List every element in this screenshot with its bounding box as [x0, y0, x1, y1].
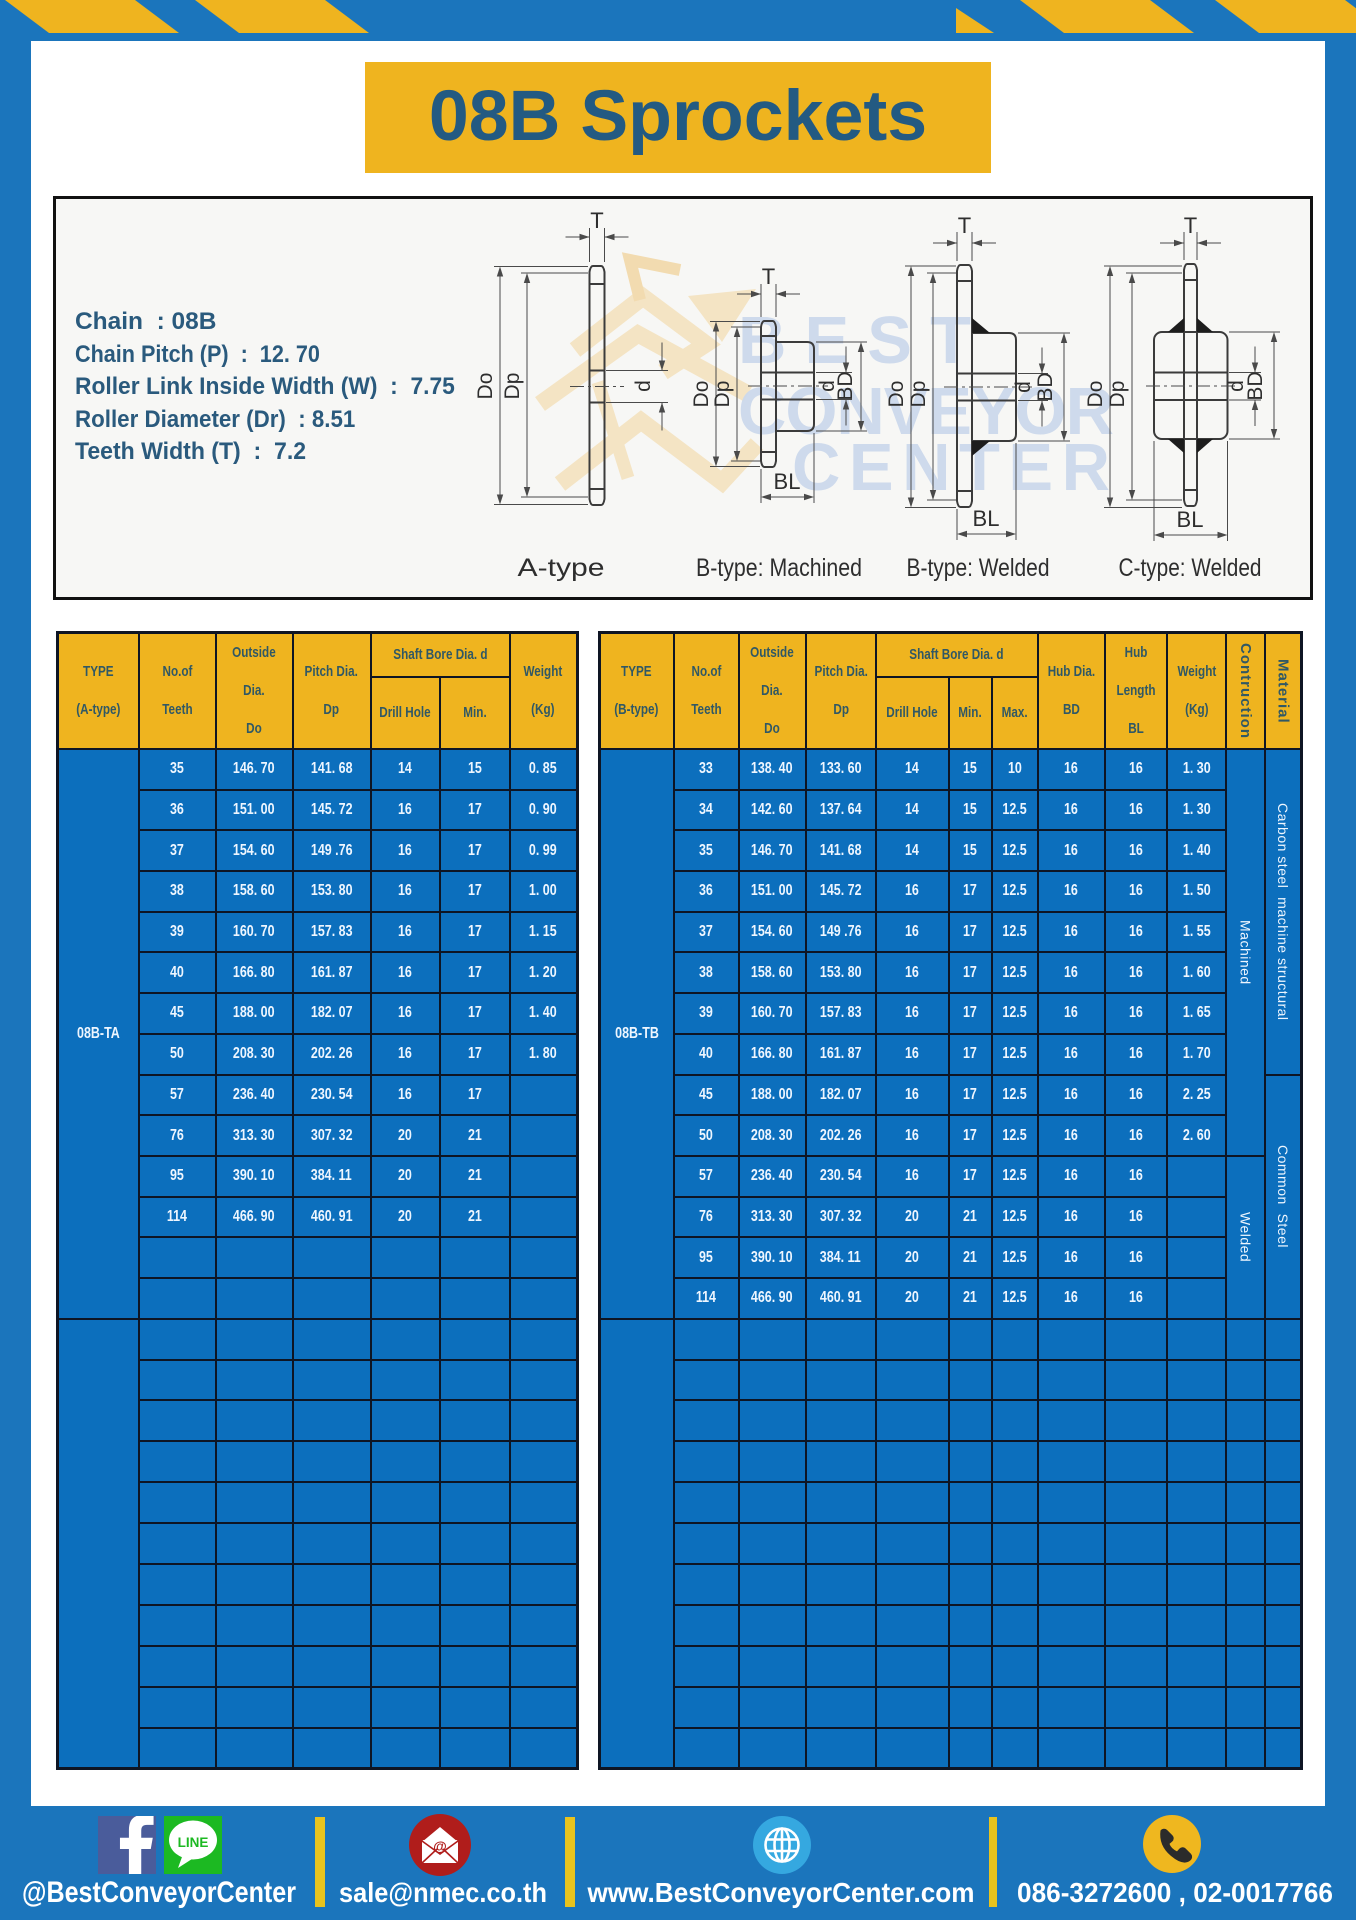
svg-text:sale@nmec.co.th: sale@nmec.co.th [339, 1877, 547, 1908]
svg-text:Dp: Dp [501, 373, 524, 400]
svg-text:T: T [1184, 213, 1197, 238]
svg-text:d: d [1012, 381, 1035, 393]
svg-text:Do: Do [474, 373, 497, 400]
svg-text:A-type: A-type [518, 554, 605, 582]
svg-text:Dp: Dp [1106, 381, 1129, 408]
svg-text:BL: BL [973, 506, 1000, 531]
svg-text:BL: BL [774, 469, 801, 494]
svg-text:d: d [632, 380, 655, 392]
svg-text:www.BestConveyorCenter.com: www.BestConveyorCenter.com [587, 1877, 975, 1908]
svg-text:086-3272600 , 02-0017766: 086-3272600 , 02-0017766 [1017, 1877, 1333, 1908]
svg-text:BL: BL [1177, 507, 1204, 532]
svg-text:@BestConveyorCenter: @BestConveyorCenter [22, 1876, 296, 1909]
svg-text:Dp: Dp [907, 381, 930, 408]
svg-text:T: T [958, 213, 971, 238]
svg-text:BD: BD [1244, 371, 1267, 400]
svg-text:B-type: Machined: B-type: Machined [696, 554, 862, 582]
svg-text:T: T [590, 208, 603, 233]
svg-text:BD: BD [834, 371, 857, 400]
svg-text:BD: BD [1034, 372, 1057, 401]
svg-text:d: d [1225, 380, 1248, 392]
svg-text:B-type: Welded: B-type: Welded [907, 554, 1050, 582]
svg-text:Do: Do [885, 381, 908, 408]
svg-text:CENTER: CENTER [792, 430, 1118, 505]
svg-text:T: T [762, 264, 775, 289]
svg-text:LINE: LINE [178, 1835, 209, 1850]
svg-text:@: @ [433, 1838, 447, 1854]
svg-text:Dp: Dp [711, 381, 734, 408]
svg-text:Do: Do [690, 381, 713, 408]
svg-text:d: d [816, 380, 839, 392]
svg-text:Do: Do [1084, 381, 1107, 408]
svg-text:C-type: Welded: C-type: Welded [1119, 554, 1262, 582]
